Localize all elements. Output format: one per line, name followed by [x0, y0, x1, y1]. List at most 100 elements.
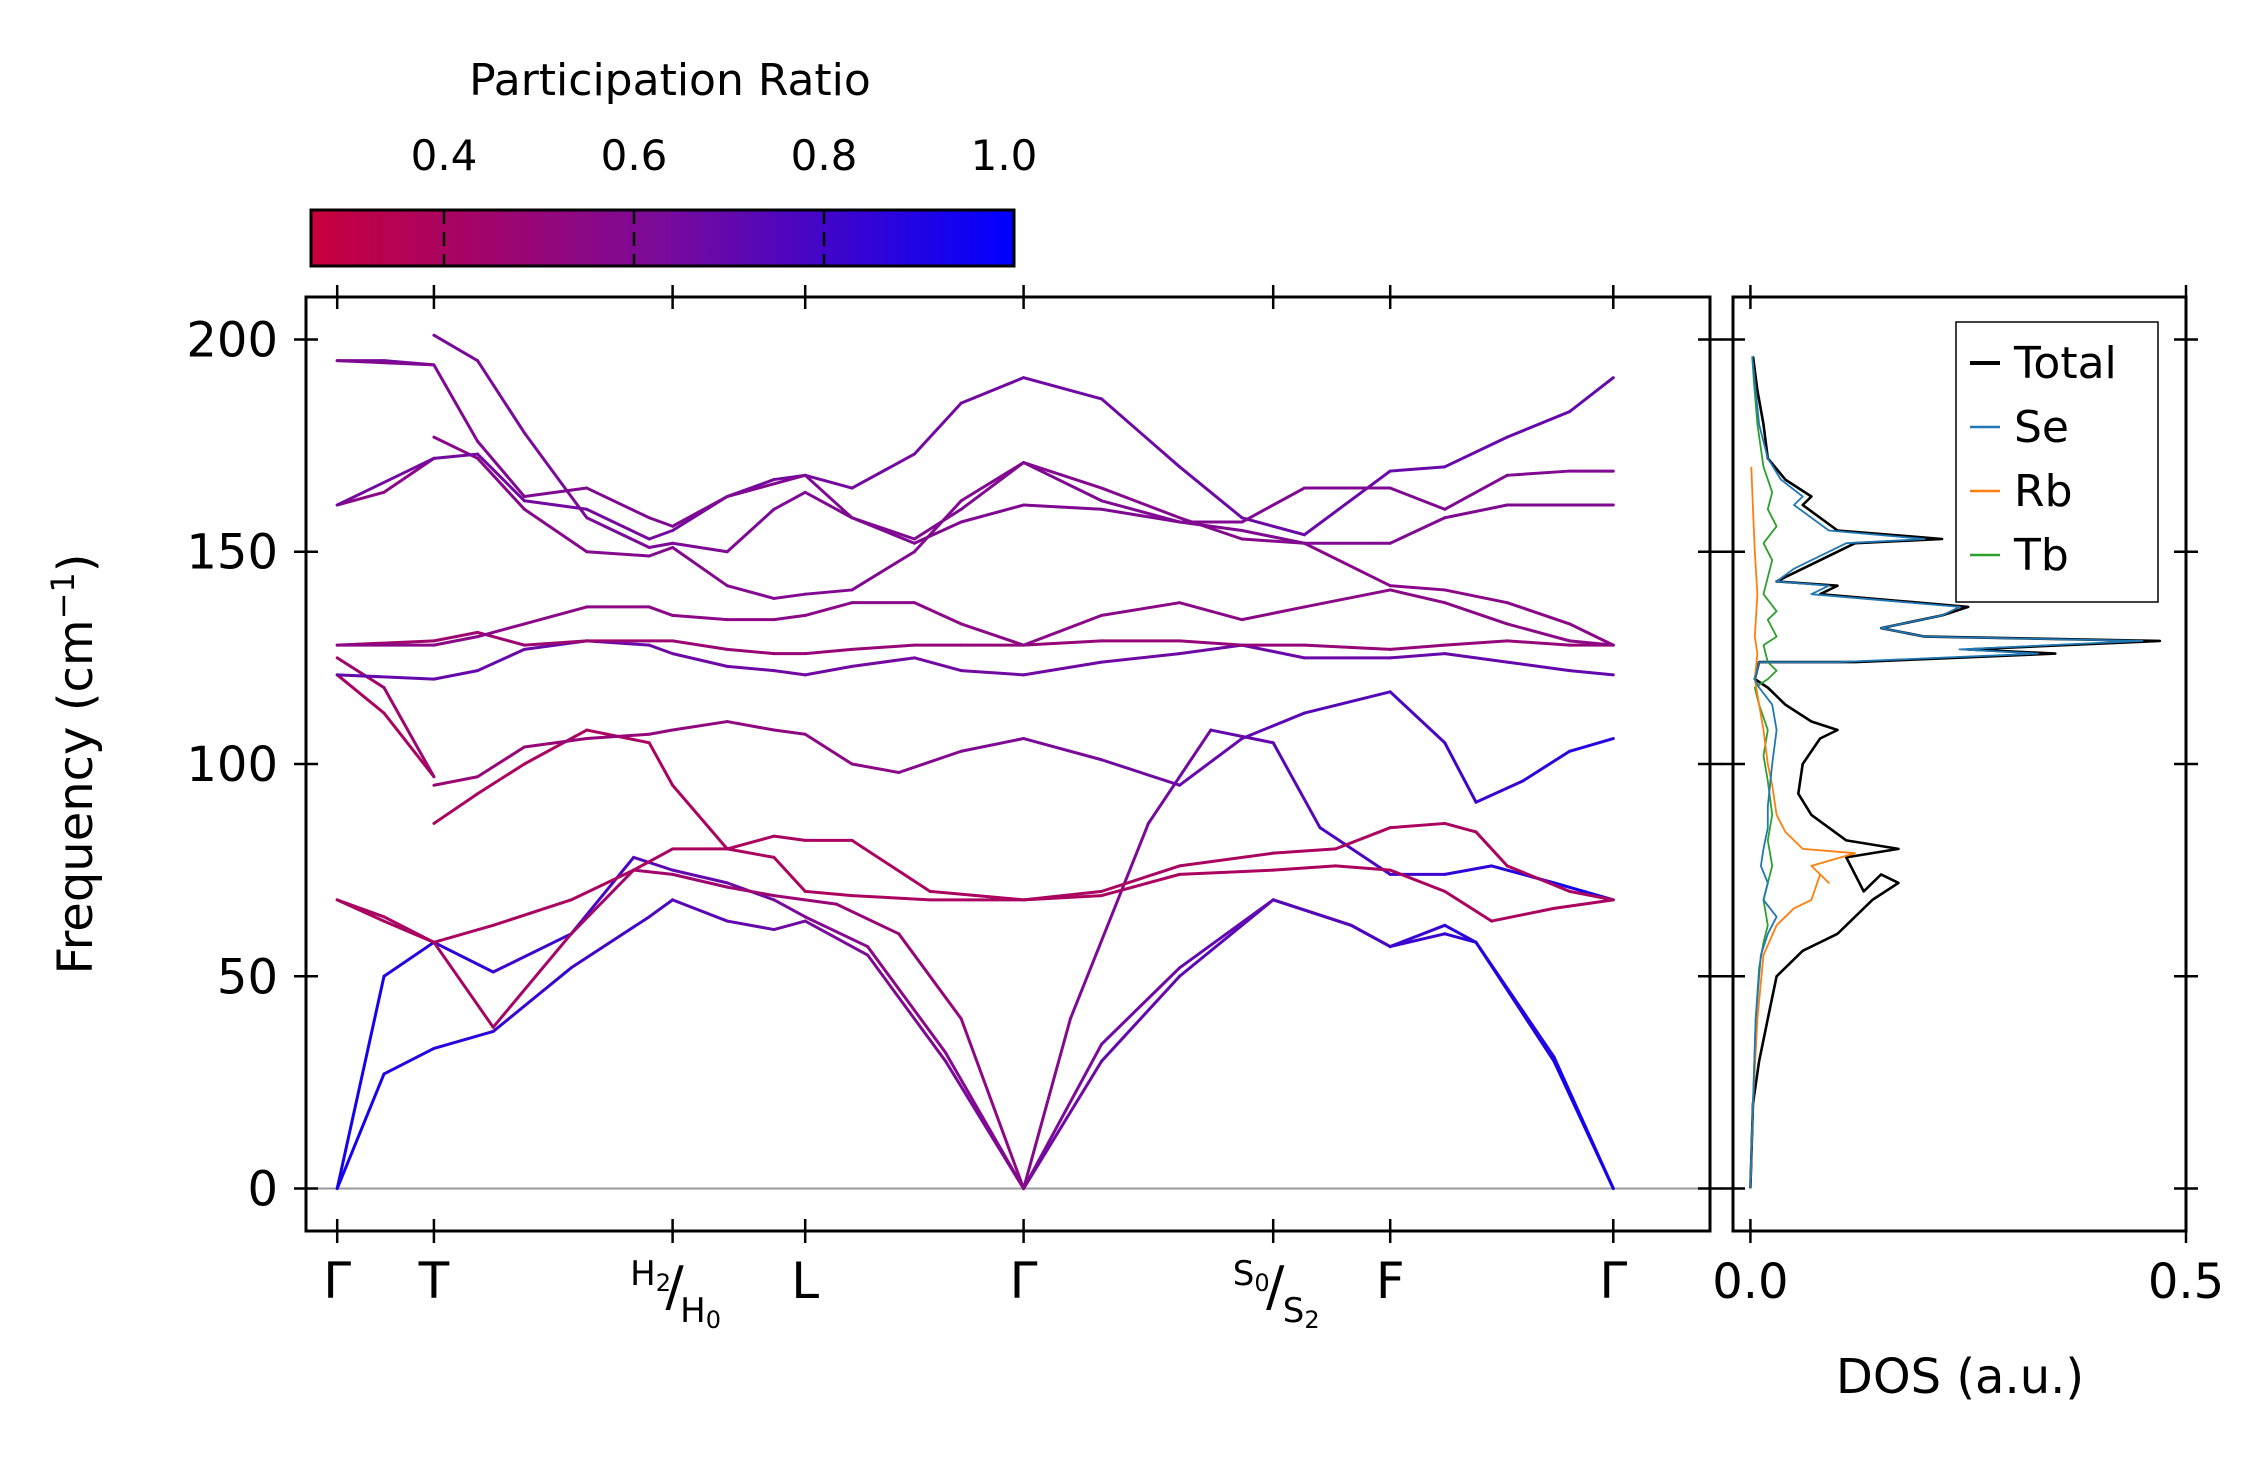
band-segment	[671, 783, 729, 851]
band-segment	[959, 503, 1026, 524]
band-y-ticks: 0 50 100 150 200	[186, 312, 1722, 1218]
band-segment	[850, 452, 916, 490]
band-segment	[725, 847, 776, 859]
band-segment	[432, 923, 495, 944]
band-segment	[803, 919, 870, 957]
band-segment	[476, 359, 526, 435]
colorbar-tick-label: 0.4	[411, 131, 478, 180]
band-segment	[1022, 1042, 1104, 1191]
band-segment	[1271, 847, 1338, 855]
band-segment	[772, 728, 807, 736]
band-segment	[522, 431, 589, 520]
band-segment	[476, 452, 526, 503]
band-segment	[1505, 639, 1572, 647]
band-y-tick-label: 100	[186, 737, 278, 793]
band-x-tick-label-fraction-bottom: S2	[1283, 1291, 1320, 1334]
band-segment	[1388, 486, 1447, 511]
band-segment	[959, 669, 1026, 677]
band-segment	[1100, 974, 1182, 1063]
band-segment	[850, 516, 916, 541]
band-segment	[1443, 435, 1509, 469]
band-segment	[522, 507, 589, 554]
band-segment	[569, 868, 636, 936]
band-segment	[725, 919, 776, 932]
band-segment	[1022, 889, 1104, 902]
band-x-tick-label: Γ	[1010, 1252, 1038, 1310]
band-segment	[803, 647, 854, 656]
band-line-band-3	[335, 728, 1615, 1191]
band-segment	[491, 932, 573, 974]
band-line-band-7	[335, 639, 1615, 681]
band-y-tick-label: 200	[186, 312, 278, 368]
band-segment	[834, 902, 901, 936]
band-segment	[432, 630, 480, 643]
band-segment	[1271, 898, 1353, 927]
dos-x-tick-label: 0.0	[1712, 1254, 1788, 1310]
band-segment	[1302, 469, 1392, 537]
band-y-axis-label: Frequency (cm−1)	[44, 553, 104, 974]
band-segment	[1443, 503, 1509, 520]
band-segment	[1100, 486, 1182, 520]
y-label-close: )	[48, 553, 104, 572]
colorbar-tick-label: 0.8	[791, 131, 858, 180]
band-segment	[1474, 830, 1509, 868]
y-label-main: Frequency (cm	[48, 619, 104, 974]
band-segment	[647, 643, 675, 656]
band-segment	[725, 885, 776, 898]
band-segment	[725, 720, 776, 732]
band-segment	[1443, 932, 1478, 944]
band-segment	[335, 673, 386, 715]
band-segment	[585, 550, 651, 558]
band-segment	[1568, 669, 1615, 677]
band-segment	[1552, 1055, 1615, 1191]
band-segment	[476, 745, 526, 779]
band-segment	[335, 656, 386, 690]
band-segment	[1178, 851, 1275, 868]
band-segment	[1240, 529, 1306, 545]
band-segment	[772, 855, 807, 893]
band-segment	[725, 482, 776, 499]
dos-line-se	[1749, 356, 2144, 1189]
band-segment	[1505, 410, 1572, 439]
band-segment	[725, 834, 776, 851]
band-segment	[772, 894, 807, 902]
band-segment	[491, 966, 573, 1033]
band-segment	[959, 737, 1026, 753]
band-segment	[1568, 622, 1615, 647]
band-segment	[1022, 376, 1104, 401]
band-segment	[1505, 622, 1572, 643]
band-segment	[1474, 940, 1556, 1059]
band-segment	[671, 613, 729, 622]
band-segment	[1521, 749, 1572, 783]
y-label-sup: −1	[44, 572, 82, 619]
band-segment	[671, 868, 729, 885]
band-segment	[1178, 601, 1244, 622]
band-x-tick-label: T	[418, 1252, 450, 1310]
fraction-bottom-letter: S	[1283, 1291, 1305, 1331]
colorbar-gradient	[309, 208, 1016, 268]
dos-legend: Total Se Rb Tb	[1955, 321, 2159, 603]
band-segment	[850, 550, 916, 592]
band-segment	[850, 762, 901, 774]
band-segment	[1388, 465, 1447, 473]
band-segment	[632, 868, 675, 876]
band-segment	[725, 584, 776, 600]
band-x-tick-label: Γ	[1599, 1252, 1627, 1310]
band-segment	[912, 507, 963, 541]
band-segment	[671, 898, 729, 923]
band-segment	[491, 932, 573, 1029]
band-segment	[1443, 889, 1494, 923]
band-segment	[803, 915, 870, 949]
fraction-slash: /	[1266, 1255, 1285, 1318]
band-segment	[1100, 499, 1182, 524]
band-segment	[476, 762, 526, 796]
band-line-band-13	[335, 359, 1615, 541]
fraction-top-sub: 2	[656, 1269, 671, 1297]
band-segment	[1505, 864, 1572, 893]
band-y-tick-label: 50	[217, 949, 278, 1005]
band-segment	[725, 664, 776, 673]
fraction-top-letter: H	[630, 1254, 656, 1294]
band-segment	[1100, 397, 1182, 469]
band-line-band-11	[335, 333, 1615, 554]
